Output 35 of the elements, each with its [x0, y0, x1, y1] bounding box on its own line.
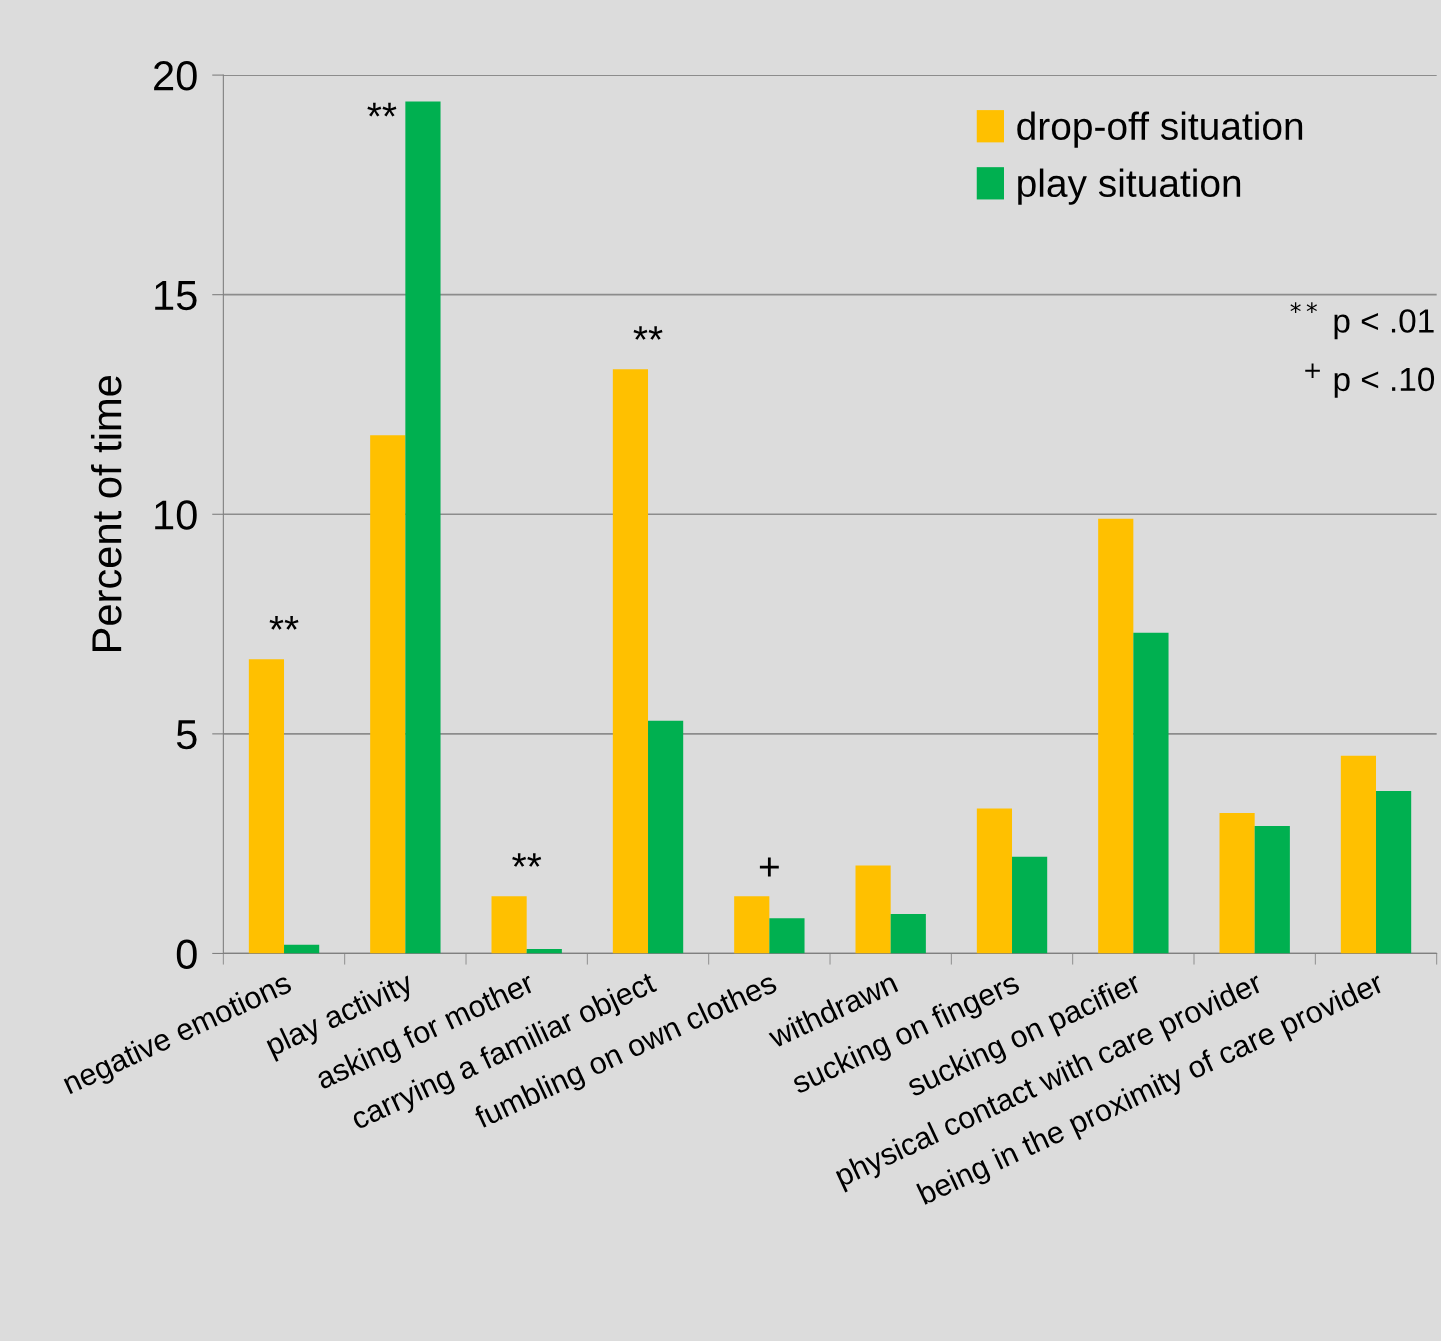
bar — [1376, 790, 1412, 954]
bar — [648, 720, 684, 954]
bar — [248, 659, 285, 954]
annotation: ** — [512, 853, 542, 867]
annotation: ** — [367, 102, 397, 117]
bar — [1133, 632, 1169, 954]
bar — [1340, 755, 1377, 954]
y-tick-label: 5 — [176, 720, 197, 750]
annotation: $^{**}$ p < .01 — [1290, 302, 1434, 340]
legend-label: play situation — [1018, 168, 1241, 205]
annotation: ** — [633, 326, 663, 340]
annotation: ** — [269, 616, 299, 630]
annotation: + — [759, 857, 779, 877]
bar — [370, 435, 406, 954]
bar — [1219, 812, 1255, 954]
bar — [612, 369, 649, 954]
y-tick-label: 0 — [176, 939, 197, 969]
legend-label: drop-off situation — [1017, 111, 1303, 148]
bar — [1254, 826, 1290, 954]
y-axis-title: Percent of time — [90, 376, 122, 651]
bar — [405, 101, 441, 954]
bar — [1098, 518, 1134, 954]
bar — [734, 896, 770, 954]
bar — [284, 944, 320, 954]
bar — [890, 913, 926, 954]
bar — [769, 918, 805, 954]
bar — [491, 896, 527, 954]
y-tick-label: 10 — [155, 500, 197, 530]
bar — [976, 808, 1013, 954]
bar — [855, 865, 891, 954]
y-tick-label: 20 — [154, 61, 197, 91]
annotation: $^{+}$ p < .10 — [1305, 363, 1435, 398]
y-tick-label: 15 — [155, 281, 197, 311]
bar — [526, 949, 562, 954]
bar — [1012, 856, 1048, 954]
